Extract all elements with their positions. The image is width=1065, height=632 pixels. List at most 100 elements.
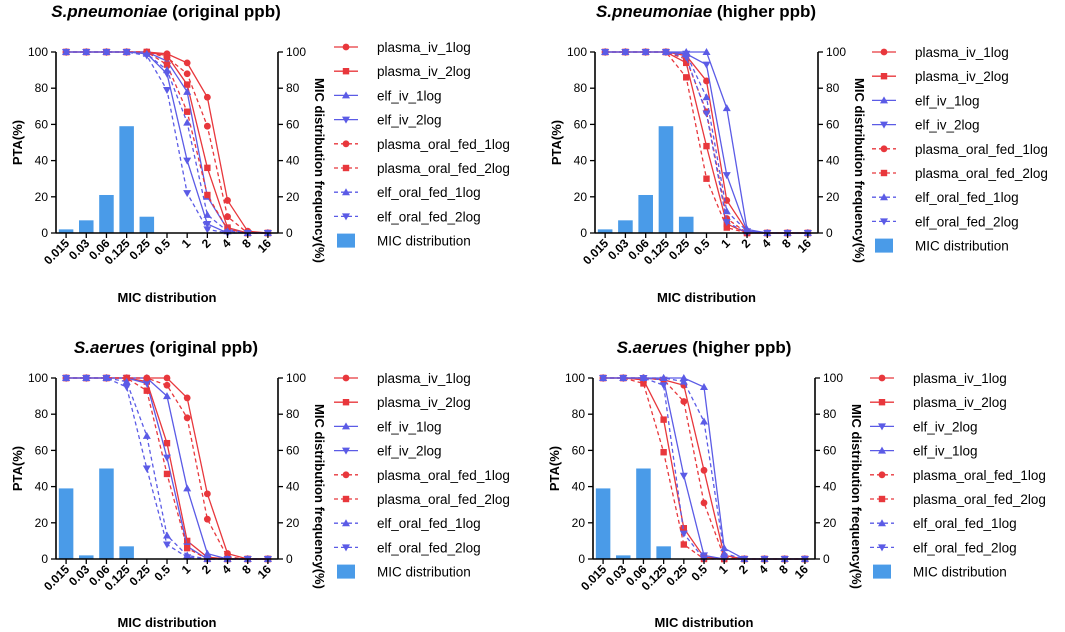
- chart-title-species: S.aerues: [74, 338, 145, 357]
- bar-mic-distribution: [58, 229, 74, 233]
- y2-axis-label: MIC distribution frequency(%): [312, 404, 327, 589]
- y2-tick-label: 100: [286, 371, 306, 385]
- legend-label: plasma_iv_1log: [377, 371, 471, 386]
- series-point-plasma-oral-fed-2log: [640, 380, 647, 387]
- legend-marker: [342, 422, 350, 430]
- series-point-elf-oral-fed-1log: [720, 549, 729, 557]
- x-tick-label: 16: [255, 236, 275, 256]
- chart-panel-3: S.aerues (original ppb) 0 0 20 20 40 40 60 60 80 8…: [10, 338, 510, 630]
- y2-tick-label: 40: [823, 480, 837, 494]
- bar-mic-distribution: [99, 468, 114, 559]
- y-tick-label: 80: [572, 407, 586, 421]
- x-tick-label: 0.25: [127, 562, 154, 589]
- series-point-elf-oral-fed-2log: [142, 52, 151, 60]
- series-point-plasma-iv-1log: [703, 77, 710, 85]
- legend-label: plasma_iv_1log: [377, 40, 471, 55]
- y2-tick-label: 60: [286, 443, 300, 457]
- series-point-elf-oral-fed-1log: [679, 377, 688, 385]
- series-point-plasma-iv-1log: [224, 197, 231, 204]
- series-point-plasma-oral-fed-1log: [680, 398, 688, 405]
- series-point-elf-oral-fed-2log: [203, 226, 212, 234]
- bar-mic-distribution: [616, 555, 631, 559]
- y2-tick-label: 60: [826, 117, 840, 131]
- series-point-elf-oral-fed-2log: [641, 49, 650, 56]
- legend-label: elf_oral_fed_1log: [913, 516, 1017, 531]
- bar-mic-distribution: [99, 194, 114, 233]
- series-point-plasma-iv-2log: [660, 416, 667, 423]
- y-tick-label: 60: [35, 117, 49, 131]
- legend-marker: [880, 218, 888, 226]
- chart-title: S.pneumoniae (higher ppb): [596, 2, 816, 21]
- legend-marker: [880, 48, 888, 56]
- bar-mic-distribution: [58, 488, 74, 559]
- y-axis-label: PTA(%): [549, 120, 564, 165]
- series-point-elf-oral-fed-1log: [702, 93, 711, 101]
- y2-tick-label: 80: [826, 81, 840, 95]
- x-tick-label: 0.5: [688, 562, 710, 584]
- legend-marker: [878, 544, 886, 552]
- x-tick-label: 8: [239, 236, 254, 251]
- legend-marker: [342, 471, 350, 479]
- series-point-elf-oral-fed-1log: [163, 66, 171, 74]
- series-point-elf-oral-fed-1log: [722, 207, 731, 215]
- legend-label: plasma_iv_2log: [915, 69, 1009, 84]
- y-tick-label: 0: [41, 226, 48, 240]
- series-line-elf-iv-2log: [66, 51, 268, 234]
- x-tick-label: 1: [716, 562, 731, 577]
- series-point-plasma-oral-fed-2log: [723, 224, 730, 231]
- x-tick-label: 2: [199, 236, 214, 251]
- y-tick-label: 80: [574, 81, 588, 95]
- series-point-plasma-oral-fed-1log: [183, 414, 191, 422]
- series-point-elf-oral-fed-2log: [102, 49, 111, 56]
- series-point-plasma-iv-2log: [683, 59, 690, 67]
- series-point-elf-oral-fed-2log: [679, 530, 688, 538]
- series-point-elf-iv-1log: [203, 549, 212, 557]
- legend-label: elf_oral_fed_1log: [377, 185, 481, 200]
- legend-marker: [878, 519, 886, 527]
- chart-panel-1: S.pneumoniae (original ppb) 0 0 20 20 40 40 60 6…: [10, 2, 510, 305]
- legend-bar-swatch: [337, 233, 355, 248]
- series-point-elf-iv-2log: [702, 61, 711, 69]
- series-point-elf-iv-2log: [183, 157, 192, 165]
- series-point-plasma-oral-fed-1log: [163, 54, 171, 61]
- y2-tick-label: 0: [826, 226, 833, 240]
- y-tick-label: 100: [28, 45, 48, 59]
- x-tick-label: 2: [199, 562, 214, 577]
- x-tick-label: 8: [776, 562, 791, 577]
- series-point-plasma-iv-2log: [183, 537, 191, 545]
- series-point-elf-iv-2log: [142, 380, 151, 388]
- legend-marker: [880, 169, 888, 177]
- series-point-elf-oral-fed-2log: [661, 49, 670, 56]
- series-point-plasma-iv-1log: [203, 490, 211, 498]
- y2-tick-label: 80: [286, 81, 300, 95]
- series-point-elf-iv-2log: [163, 454, 171, 462]
- chart-title: S.pneumoniae (original ppb): [51, 2, 281, 21]
- bar-mic-distribution: [139, 216, 155, 233]
- y-tick-label: 0: [41, 552, 48, 566]
- legend-label: elf_iv_2log: [915, 118, 980, 133]
- legend-marker: [342, 447, 350, 455]
- y2-tick-label: 60: [286, 117, 300, 131]
- series-point-elf-oral-fed-2log: [82, 49, 91, 56]
- y-tick-label: 80: [35, 81, 49, 95]
- legend-marker: [342, 213, 350, 221]
- legend-label: elf_oral_fed_2log: [377, 540, 481, 555]
- series-point-plasma-iv-1log: [700, 466, 708, 474]
- bar-mic-distribution: [638, 194, 653, 233]
- chart-title-species: S.pneumoniae: [596, 2, 712, 21]
- bar-mic-distribution: [597, 229, 613, 233]
- chart-title: S.aerues (original ppb): [74, 338, 258, 357]
- series-point-elf-iv-2log: [679, 472, 688, 480]
- x-tick-label: 1: [179, 236, 194, 251]
- legend-label: plasma_oral_fed_1log: [915, 142, 1048, 157]
- legend-marker: [342, 188, 350, 196]
- y-tick-label: 20: [35, 516, 49, 530]
- series-point-elf-oral-fed-2log: [619, 375, 628, 382]
- y2-axis-label: MIC distribution frequency(%): [312, 78, 327, 263]
- bar-mic-distribution: [618, 220, 633, 233]
- y2-tick-label: 0: [286, 552, 293, 566]
- legend-label: plasma_iv_1log: [915, 45, 1009, 60]
- series-point-elf-oral-fed-2log: [122, 49, 131, 56]
- series-point-elf-oral-fed-1log: [163, 531, 171, 539]
